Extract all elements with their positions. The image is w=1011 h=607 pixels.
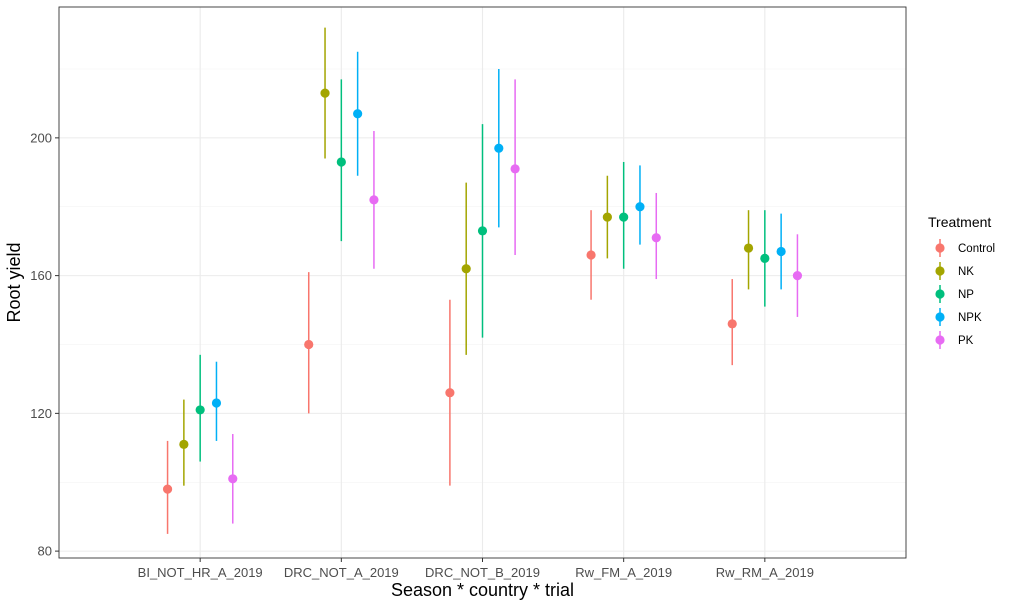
legend-label: NPK [958,312,982,324]
data-point [651,233,661,243]
data-point [445,388,455,398]
data-point [586,250,596,260]
data-point [228,474,238,484]
data-point [369,195,379,205]
legend-key-point [935,243,945,253]
data-point [510,164,520,174]
data-point [353,109,363,119]
data-point [320,88,330,98]
data-point [477,226,488,236]
data-point [602,212,612,222]
legend: Treatment Control NK NP NPK PK [928,214,995,349]
y-tick-label: 200 [30,130,52,145]
data-marks [162,27,803,534]
data-point [461,264,471,274]
y-tick-label: 120 [30,406,52,421]
x-tick-label: BI_NOT_HR_A_2019 [138,565,263,580]
legend-label: PK [958,335,974,347]
legend-key-point [935,335,945,345]
y-tick-label: 160 [30,268,52,283]
data-point [619,212,629,222]
x-tick-label: Rw_FM_A_2019 [575,565,672,580]
x-tick-label: DRC_NOT_A_2019 [284,565,399,580]
x-tick-label: Rw_RM_A_2019 [716,565,814,580]
data-point [776,246,786,257]
data-point [743,243,754,253]
legend-label: NK [958,266,974,278]
y-axis-title: Root yield [4,242,24,322]
data-point [211,398,222,408]
x-tick-label: DRC_NOT_B_2019 [425,565,540,580]
data-point [179,439,189,449]
data-point [195,405,205,415]
legend-key-point [935,266,945,276]
data-point [727,319,737,329]
data-point [336,157,346,167]
legend-key-point [935,289,945,299]
data-point [304,339,314,350]
data-point [792,271,803,281]
legend-title: Treatment [928,214,991,230]
y-tick-label: 80 [38,544,52,559]
legend-label: Control [958,243,995,255]
data-point [760,253,770,263]
legend-key-point [935,312,945,322]
y-axis: 80 120 160 200 [30,130,59,559]
data-point [494,143,504,153]
legend-label: NP [958,289,974,301]
data-point [162,484,173,494]
x-axis-title: Season * country * trial [391,580,574,600]
x-axis: BI_NOT_HR_A_2019 DRC_NOT_A_2019 DRC_NOT_B_… [138,558,814,580]
data-point [635,202,645,212]
